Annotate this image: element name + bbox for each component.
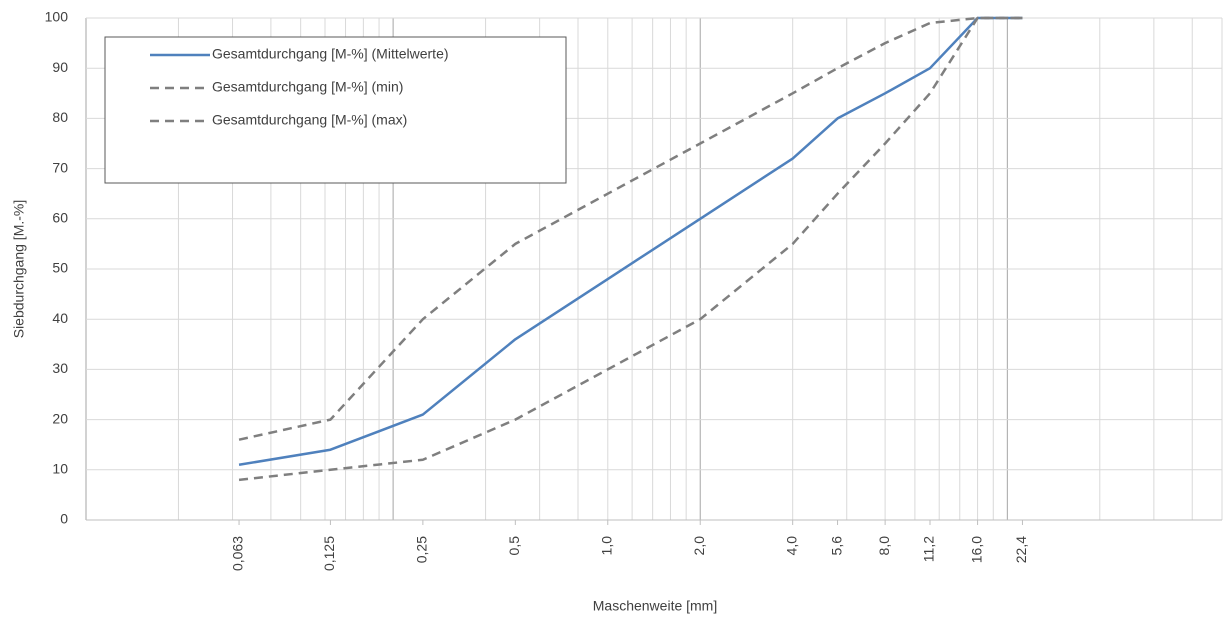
legend-label: Gesamtdurchgang [M-%] (max) [212,112,407,128]
series-line [238,16,1023,467]
y-tick-label: 20 [52,410,68,426]
y-tick-label: 90 [52,59,68,75]
x-tick-label: 0,125 [321,536,337,571]
x-tick-label: 22,4 [1013,536,1029,563]
y-tick-label: 80 [52,109,68,125]
x-axis-title: Maschenweite [mm] [593,598,717,614]
x-tick-label: 5,6 [828,536,844,556]
series-line [238,16,1023,482]
x-tick-label: 11,2 [921,536,937,562]
x-tick-label: 2,0 [691,536,707,556]
series-line [238,16,1023,441]
x-tick-label: 0,25 [414,536,430,563]
x-tick-label: 4,0 [783,536,799,556]
y-tick-label: 40 [52,310,68,326]
x-tick-label: 0,063 [230,536,246,571]
y-tick-label: 50 [52,260,68,276]
legend-label: Gesamtdurchgang [M-%] (min) [212,79,403,95]
x-tick-label: 8,0 [876,536,892,556]
y-tick-label: 10 [52,461,68,477]
x-tick-label: 16,0 [968,536,984,563]
x-tick-label: 1,0 [598,536,614,556]
y-tick-label: 100 [45,9,69,25]
y-tick-label: 0 [60,511,68,527]
y-tick-label: 60 [52,210,68,226]
y-axis-title: Siebdurchgang [M.-%] [11,200,27,339]
legend-label: Gesamtdurchgang [M-%] (Mittelwerte) [212,46,449,62]
legend-box [104,36,567,184]
x-tick-label: 0,5 [506,536,522,556]
y-tick-label: 30 [52,360,68,376]
y-tick-label: 70 [52,159,68,175]
